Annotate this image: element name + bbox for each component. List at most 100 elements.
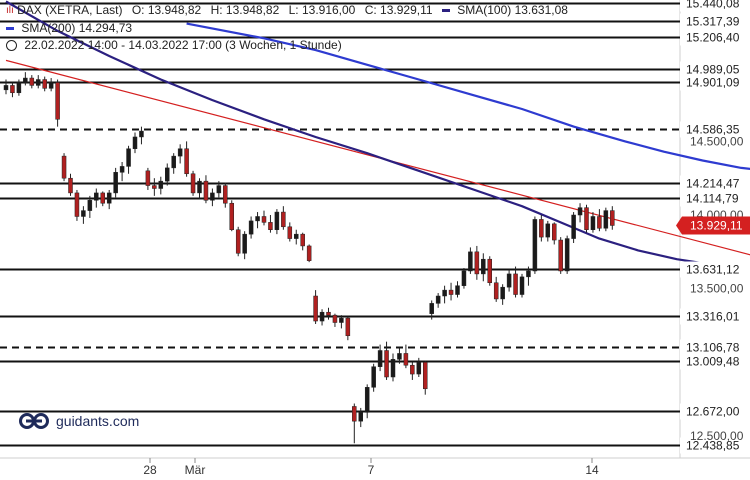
candle-body (74, 192, 80, 217)
legend-period: 22.02.2022 14:00 - 14.03.2022 17:00 (3 W… (24, 38, 342, 52)
candle-body (610, 210, 615, 226)
candle (306, 244, 312, 263)
candle (68, 173, 73, 196)
candle-body (190, 173, 196, 194)
candle-body (358, 412, 363, 422)
candle-body (526, 270, 531, 278)
candle (313, 290, 318, 324)
candle-body (81, 210, 86, 217)
time-axis: 28 Mär 7 14 (143, 458, 599, 477)
candle-body (435, 295, 441, 304)
candle (119, 161, 125, 182)
candle-body (371, 366, 376, 388)
candle (287, 222, 293, 242)
candle-body (345, 317, 351, 337)
candle (410, 362, 415, 380)
level-lines (0, 0, 750, 459)
level-label-bg (680, 13, 750, 30)
candle-body (255, 216, 260, 222)
candle (397, 347, 402, 364)
candle (74, 189, 80, 221)
candle (55, 79, 60, 127)
candle-body (352, 406, 357, 422)
level-label: 12.438,85 (686, 439, 740, 453)
candle-body (165, 167, 170, 182)
candle-body (474, 251, 480, 275)
level-label: 14.901,09 (686, 76, 740, 90)
level-label-bg (680, 29, 750, 46)
candle-body (3, 85, 9, 91)
candle-body (584, 207, 589, 230)
candle-body (294, 233, 299, 239)
candle (42, 76, 47, 92)
candle-icon: ılı (6, 5, 14, 17)
candle-body (16, 82, 22, 94)
candle (493, 276, 499, 302)
candle-body (339, 317, 344, 323)
candle (10, 82, 15, 98)
level-label: 13.316,01 (686, 310, 740, 324)
candle-body (281, 211, 286, 228)
trend-line (5, 59, 750, 256)
price-axis: 15.440,08 15.317,39 15.206,40 14.989,0514.9… (676, 0, 750, 454)
level-label-bg (680, 403, 750, 420)
candle (113, 167, 118, 198)
candle (390, 353, 396, 382)
level-label-bg (680, 339, 750, 356)
candle-body (493, 282, 499, 300)
candle-body (481, 258, 486, 275)
candle (435, 293, 441, 308)
candle (100, 191, 105, 207)
candle-body (210, 192, 215, 201)
candle (16, 79, 22, 96)
candles (3, 72, 615, 444)
candle (268, 215, 273, 233)
candle-body (519, 276, 525, 295)
candle (448, 282, 454, 301)
sma200-line (186, 22, 750, 171)
candle-body (126, 148, 131, 167)
candle (190, 170, 196, 196)
indicator-lines (5, 0, 750, 269)
candle (261, 210, 267, 226)
candle-body (55, 82, 60, 120)
candle (29, 75, 35, 89)
candle (332, 313, 338, 327)
candle (126, 145, 131, 174)
candle (81, 206, 86, 224)
candle (165, 163, 170, 186)
candle-body (42, 79, 47, 89)
candle-body (506, 273, 512, 288)
candle-body (287, 226, 293, 239)
level-label: 14.214,47 (686, 177, 740, 191)
candle-body (261, 216, 267, 223)
candle-body (416, 362, 422, 375)
candle (558, 237, 563, 274)
legend-sma200: SMA(200) 14.294,73 (21, 21, 133, 35)
candle (339, 315, 344, 329)
x-tick-label: 28 (143, 463, 157, 477)
candle (345, 316, 351, 341)
candle (564, 235, 570, 274)
candle-body (313, 295, 318, 322)
legend-row-3: 22.02.2022 14:00 - 14.03.2022 17:00 (3 W… (6, 38, 342, 52)
candle-body (564, 238, 570, 272)
level-label: 15.206,40 (686, 31, 740, 45)
x-tick-label: Mär (185, 463, 206, 477)
candle (481, 253, 486, 282)
level-label-bg (680, 190, 750, 207)
candle-body (274, 211, 280, 230)
candle-body (119, 166, 125, 173)
last-price-tag (676, 216, 750, 235)
candle-body (597, 216, 602, 229)
candle-body (461, 270, 467, 286)
candle (597, 209, 602, 232)
candle (474, 245, 480, 280)
candle (61, 153, 67, 182)
candle-body (384, 350, 389, 378)
candle (203, 175, 209, 204)
candle (23, 72, 28, 86)
level-label-bg (680, 74, 750, 91)
candle-body (223, 185, 228, 204)
candle-body (577, 207, 583, 216)
